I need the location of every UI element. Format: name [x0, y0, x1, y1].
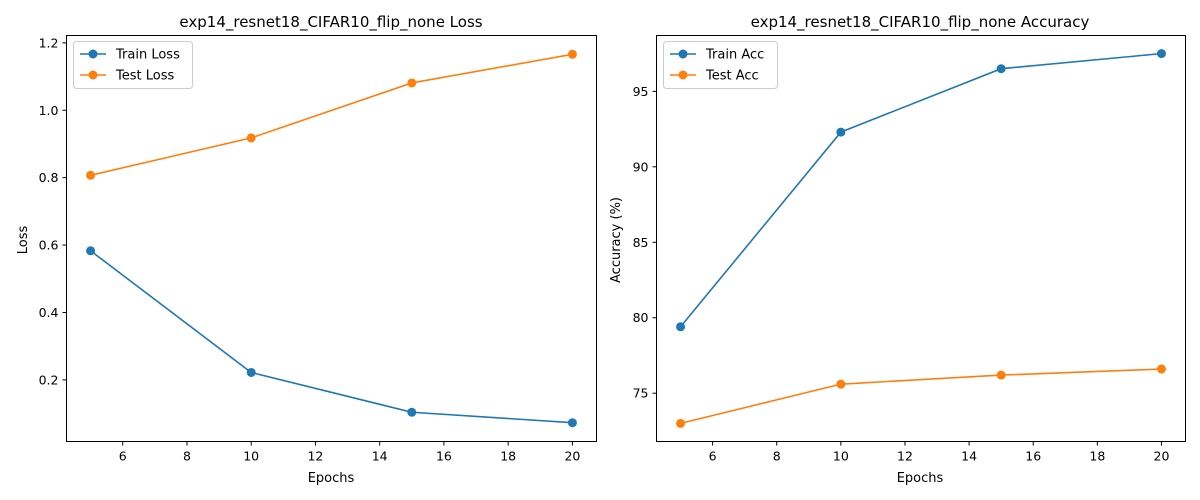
data-point-train-acc-10: [836, 127, 846, 137]
accuracy-xtick-label-10: 10: [833, 449, 849, 464]
accuracy-ytick-label-90: 90: [633, 159, 649, 174]
accuracy-xtick-label-20: 20: [1154, 449, 1170, 464]
accuracy-chart-series: [676, 49, 1166, 428]
data-point-train-loss-15: [407, 407, 417, 417]
accuracy-xtick-label-6: 6: [709, 449, 717, 464]
accuracy-chart: exp14_resnet18_CIFAR10_flip_none Accurac…: [609, 13, 1186, 486]
loss-xtick-label-8: 8: [183, 449, 191, 464]
data-point-test-loss-15: [407, 78, 417, 88]
loss-ytick-label-0-4: 0.4: [39, 305, 59, 320]
data-point-test-loss-5: [86, 170, 96, 180]
loss-chart: exp14_resnet18_CIFAR10_flip_none Loss Ep…: [16, 13, 597, 486]
data-point-train-acc-5: [676, 322, 686, 332]
data-point-test-loss-10: [246, 133, 256, 143]
accuracy-chart-frame: [656, 35, 1186, 442]
accuracy-xtick-label-12: 12: [897, 449, 913, 464]
loss-chart-ticks: 6 8 10 12 14 16 18 20 0.2 0.4 0.6 0.8 1.0 1.2: [39, 35, 581, 463]
accuracy-xtick-label-18: 18: [1089, 449, 1105, 464]
data-point-test-acc-10: [836, 379, 846, 389]
data-point-test-acc-15: [996, 370, 1006, 380]
loss-ytick-label-0-2: 0.2: [39, 372, 59, 387]
accuracy-ytick-label-80: 80: [633, 310, 649, 325]
loss-xtick-label-12: 12: [307, 449, 323, 464]
accuracy-xtick-label-16: 16: [1025, 449, 1041, 464]
loss-chart-legend: Train Loss Test Loss: [73, 41, 193, 89]
loss-chart-xlabel: Epochs: [308, 471, 355, 486]
data-point-train-loss-10: [246, 367, 256, 377]
loss-ytick-label-0-8: 0.8: [39, 170, 59, 185]
accuracy-xtick-label-8: 8: [773, 449, 781, 464]
accuracy-chart-ticks: 6 8 10 12 14 16 18 20 75 80 85 90 95: [633, 84, 1170, 464]
loss-xtick-label-14: 14: [372, 449, 388, 464]
loss-xtick-label-6: 6: [119, 449, 127, 464]
loss-chart-title: exp14_resnet18_CIFAR10_flip_none Loss: [179, 13, 482, 32]
loss-ytick-label-1: 1.0: [39, 103, 59, 118]
data-point-test-acc-5: [676, 418, 686, 428]
legend-marker-train-acc: [678, 49, 688, 59]
series-line-train-loss: [90, 250, 573, 424]
legend-label-train-loss: Train Loss: [115, 48, 180, 63]
data-point-train-loss-20: [567, 418, 577, 428]
data-point-train-loss-5: [86, 246, 96, 256]
legend-label-test-acc: Test Acc: [705, 69, 759, 84]
legend-marker-train-loss: [88, 49, 98, 59]
data-point-train-acc-20: [1156, 49, 1166, 59]
data-point-test-acc-20: [1156, 364, 1166, 374]
loss-ytick-label-0-6: 0.6: [39, 238, 59, 253]
accuracy-chart-legend: Train Acc Test Acc: [663, 41, 778, 89]
loss-xtick-label-10: 10: [243, 449, 259, 464]
loss-chart-frame: [66, 35, 597, 442]
accuracy-chart-xlabel: Epochs: [897, 471, 944, 486]
accuracy-chart-title: exp14_resnet18_CIFAR10_flip_none Accurac…: [751, 13, 1090, 32]
loss-chart-ylabel: Loss: [16, 226, 31, 255]
accuracy-ytick-label-95: 95: [633, 84, 649, 99]
accuracy-chart-ylabel: Accuracy (%): [609, 197, 624, 283]
loss-chart-series: [86, 49, 577, 428]
loss-xtick-label-16: 16: [436, 449, 452, 464]
accuracy-ytick-label-85: 85: [633, 235, 649, 250]
loss-ytick-label-1-2: 1.2: [39, 35, 59, 50]
data-point-test-loss-20: [567, 49, 577, 59]
legend-marker-test-acc: [678, 70, 688, 80]
accuracy-xtick-label-14: 14: [961, 449, 977, 464]
series-line-test-loss: [90, 53, 573, 177]
series-line-train-acc: [679, 52, 1162, 328]
series-line-test-acc: [680, 368, 1162, 425]
data-point-train-acc-15: [996, 64, 1006, 74]
legend-label-train-acc: Train Acc: [705, 48, 764, 63]
legend-marker-test-loss: [88, 70, 98, 80]
legend-label-test-loss: Test Loss: [115, 69, 174, 84]
loss-xtick-label-18: 18: [500, 449, 516, 464]
accuracy-ytick-label-75: 75: [633, 386, 649, 401]
loss-xtick-label-20: 20: [564, 449, 580, 464]
